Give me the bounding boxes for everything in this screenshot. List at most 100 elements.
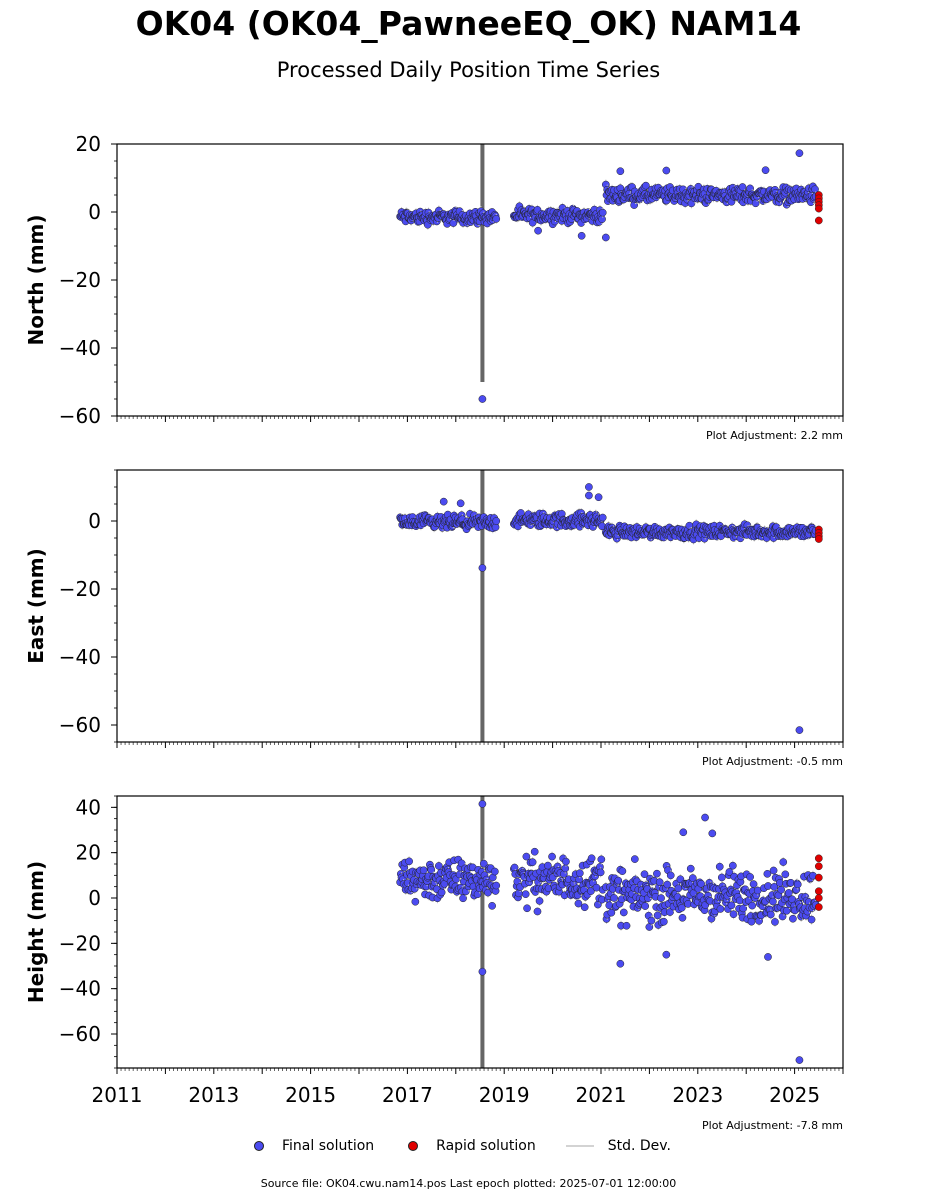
north-final-outlier bbox=[577, 231, 586, 240]
north-final-outlier bbox=[601, 233, 610, 242]
xtick-label: 2015 bbox=[285, 1083, 336, 1107]
height-plot-adjustment: Plot Adjustment: -7.8 mm bbox=[702, 1119, 843, 1132]
north-final-outlier bbox=[761, 166, 770, 175]
north-ytick-label: 0 bbox=[88, 200, 101, 224]
height-final-point bbox=[587, 887, 595, 895]
height-final-point bbox=[677, 903, 686, 912]
height-final-point bbox=[777, 885, 786, 894]
height-final-point bbox=[769, 897, 777, 906]
north-final-outlier bbox=[662, 166, 671, 175]
height-final-point bbox=[769, 866, 778, 875]
east-final-point bbox=[598, 513, 607, 522]
height-final-point bbox=[727, 901, 736, 910]
height-final-point bbox=[437, 888, 446, 897]
height-final-point bbox=[674, 884, 683, 893]
height-final-point bbox=[614, 876, 623, 885]
xtick-label: 2019 bbox=[479, 1083, 530, 1107]
height-final-point bbox=[725, 868, 734, 876]
north-rapid-point bbox=[814, 216, 823, 225]
height-final-point bbox=[655, 878, 664, 886]
height-final-point bbox=[619, 908, 628, 917]
height-final-outlier bbox=[478, 800, 487, 808]
legend-rapid-label: Rapid solution bbox=[436, 1138, 536, 1154]
height-rapid-point bbox=[814, 903, 823, 911]
height-ytick-label: 20 bbox=[76, 841, 101, 865]
height-final-point bbox=[411, 897, 420, 906]
height-ytick-label: −40 bbox=[59, 977, 101, 1001]
height-final-point bbox=[479, 859, 488, 868]
height-final-point bbox=[781, 870, 790, 879]
height-final-point bbox=[561, 864, 570, 873]
height-rapid-point bbox=[814, 894, 823, 902]
height-final-point bbox=[510, 863, 519, 872]
north-final-point bbox=[598, 208, 607, 217]
north-final-point bbox=[751, 199, 760, 208]
height-final-outlier bbox=[708, 829, 717, 838]
height-final-point bbox=[597, 855, 606, 864]
height-final-point bbox=[618, 867, 627, 875]
height-final-outlier bbox=[764, 953, 772, 961]
height-rapid-point bbox=[814, 873, 823, 882]
height-final-point bbox=[739, 904, 748, 913]
final-solution-marker-icon bbox=[254, 1141, 264, 1151]
height-final-point bbox=[748, 901, 757, 910]
height-final-point bbox=[666, 871, 675, 880]
height-final-point bbox=[729, 861, 737, 870]
east-final-point bbox=[492, 517, 501, 525]
height-final-point bbox=[492, 881, 501, 890]
height-final-point bbox=[630, 855, 639, 863]
height-final-point bbox=[522, 852, 531, 861]
rapid-solution-marker-icon bbox=[408, 1141, 419, 1151]
xtick-label: 2017 bbox=[382, 1083, 433, 1107]
height-final-outlier bbox=[679, 828, 688, 837]
north-ytick-label: −60 bbox=[59, 404, 101, 428]
xtick-label: 2025 bbox=[769, 1083, 820, 1107]
height-final-point bbox=[729, 910, 738, 919]
east-frame bbox=[116, 469, 844, 743]
xtick-label: 2023 bbox=[672, 1083, 723, 1107]
height-ytick-label: 0 bbox=[88, 886, 101, 910]
height-final-point bbox=[575, 869, 584, 877]
height-final-point bbox=[763, 869, 772, 878]
height-final-outlier bbox=[478, 967, 487, 976]
height-final-point bbox=[607, 908, 616, 917]
north-ytick-label: −20 bbox=[59, 268, 101, 292]
height-final-point bbox=[596, 868, 605, 877]
height-final-point bbox=[533, 907, 542, 916]
east-ytick-label: −40 bbox=[59, 645, 101, 669]
height-final-point bbox=[771, 918, 779, 926]
height-final-point bbox=[640, 870, 649, 879]
height-final-point bbox=[666, 908, 674, 916]
height-final-point bbox=[610, 894, 618, 902]
north-final-point bbox=[738, 183, 747, 191]
height-final-point bbox=[766, 910, 775, 919]
north-ylabel: North (mm) bbox=[24, 214, 48, 345]
height-final-point bbox=[686, 864, 695, 873]
east-final-outlier bbox=[795, 726, 804, 734]
height-final-point bbox=[544, 861, 552, 870]
height-final-point bbox=[528, 858, 537, 867]
east-ylabel: East (mm) bbox=[24, 548, 48, 664]
height-rapid-point bbox=[814, 854, 823, 863]
north-final-outlier bbox=[534, 226, 542, 235]
east-rapid-point bbox=[814, 535, 823, 543]
east-ytick-label: −20 bbox=[59, 577, 101, 601]
north-ytick-label: −40 bbox=[59, 336, 101, 360]
height-final-point bbox=[419, 866, 428, 875]
height-ytick-label: −60 bbox=[59, 1022, 101, 1046]
height-ytick-label: 40 bbox=[76, 795, 101, 819]
height-final-point bbox=[807, 915, 816, 924]
height-final-point bbox=[459, 894, 467, 903]
north-rapid-point bbox=[814, 204, 823, 213]
east-final-outlier bbox=[594, 493, 603, 502]
north-plot-adjustment: Plot Adjustment: 2.2 mm bbox=[705, 429, 843, 442]
height-final-point bbox=[657, 894, 665, 902]
height-final-point bbox=[789, 914, 797, 923]
height-final-point bbox=[784, 889, 793, 897]
height-final-point bbox=[779, 858, 788, 866]
height-final-point bbox=[717, 873, 726, 882]
xtick-label: 2021 bbox=[576, 1083, 627, 1107]
height-final-point bbox=[641, 902, 650, 910]
height-final-point bbox=[793, 880, 802, 889]
north-final-point bbox=[598, 215, 606, 224]
